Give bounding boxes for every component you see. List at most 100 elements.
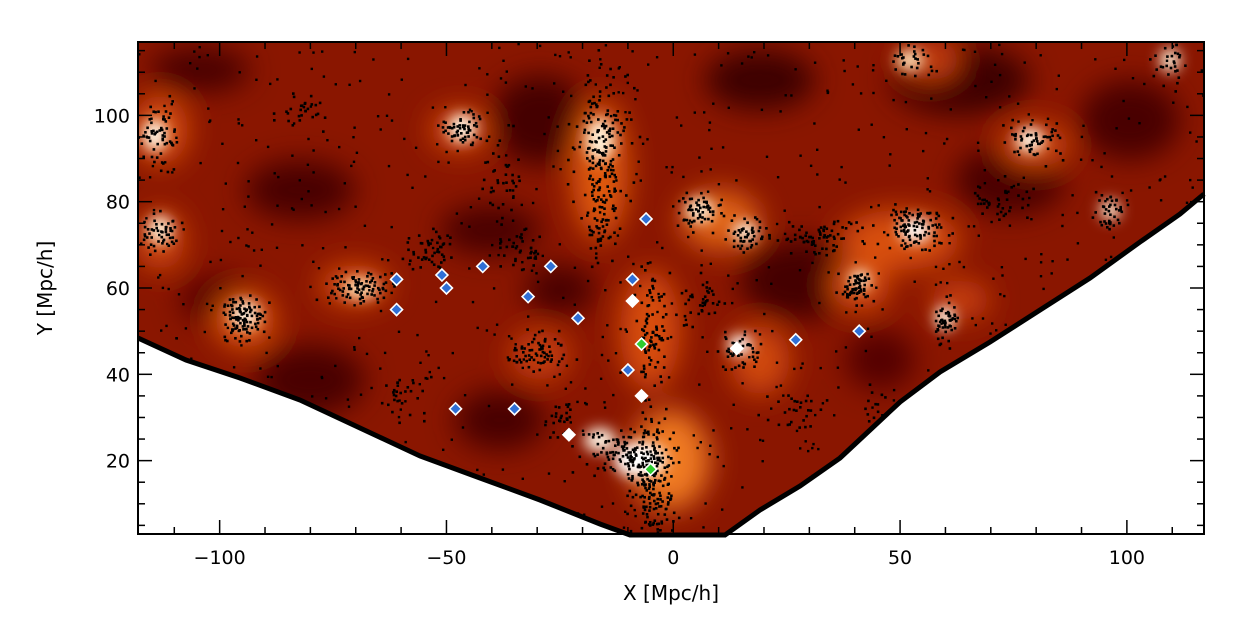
galaxy-point — [1163, 414, 1166, 417]
galaxy-point — [248, 339, 251, 342]
galaxy-point — [934, 319, 938, 323]
galaxy-point — [651, 330, 655, 334]
galaxy-point — [801, 236, 804, 240]
galaxy-point — [554, 405, 558, 409]
galaxy-point — [612, 209, 616, 213]
galaxy-point — [629, 454, 632, 457]
galaxy-point — [1125, 199, 1129, 202]
galaxy-point — [581, 429, 585, 432]
galaxy-point — [221, 142, 224, 145]
galaxy-point — [158, 129, 162, 132]
galaxy-point — [882, 136, 886, 139]
galaxy-point — [299, 104, 303, 108]
galaxy-point — [742, 362, 746, 366]
galaxy-point — [586, 74, 590, 77]
galaxy-point — [155, 226, 158, 230]
galaxy-point — [688, 219, 692, 222]
galaxy-point — [323, 116, 327, 119]
galaxy-point — [496, 181, 500, 185]
galaxy-point — [724, 336, 727, 339]
galaxy-point — [633, 457, 636, 460]
galaxy-point — [291, 411, 294, 415]
galaxy-point — [149, 243, 153, 246]
galaxy-point — [407, 237, 411, 240]
galaxy-point — [157, 240, 160, 243]
galaxy-point — [659, 479, 662, 483]
galaxy-point — [940, 398, 943, 401]
galaxy-point — [897, 235, 900, 238]
y-tick-label: 60 — [106, 278, 130, 300]
galaxy-point — [720, 198, 723, 202]
galaxy-point — [1101, 515, 1104, 519]
galaxy-point — [333, 283, 336, 286]
galaxy-point — [967, 225, 970, 228]
galaxy-point — [642, 457, 645, 461]
galaxy-point — [782, 394, 785, 397]
galaxy-point — [880, 393, 884, 397]
galaxy-point — [1114, 67, 1117, 70]
galaxy-point — [895, 447, 898, 451]
galaxy-point — [356, 480, 359, 484]
galaxy-point — [424, 175, 427, 178]
galaxy-point — [378, 288, 381, 292]
galaxy-point — [648, 485, 651, 489]
galaxy-point — [787, 502, 791, 505]
galaxy-point — [970, 380, 973, 383]
galaxy-point — [187, 390, 191, 393]
galaxy-point — [687, 222, 691, 225]
galaxy-point — [798, 426, 801, 429]
galaxy-point — [583, 513, 586, 516]
galaxy-point — [520, 233, 523, 236]
galaxy-point — [150, 117, 153, 120]
galaxy-point — [817, 484, 820, 487]
galaxy-point — [372, 58, 375, 61]
galaxy-point — [643, 473, 647, 476]
galaxy-point — [1061, 213, 1064, 217]
galaxy-point — [657, 522, 660, 526]
galaxy-point — [931, 422, 934, 425]
galaxy-point — [571, 146, 575, 149]
galaxy-point — [685, 191, 689, 195]
galaxy-point — [652, 455, 656, 458]
galaxy-point — [614, 242, 617, 246]
galaxy-point — [391, 480, 394, 483]
galaxy-point — [652, 507, 656, 511]
galaxy-point — [300, 197, 303, 201]
galaxy-point — [1104, 208, 1108, 211]
galaxy-point — [362, 288, 365, 291]
galaxy-point — [441, 126, 445, 129]
galaxy-point — [846, 285, 849, 288]
galaxy-point — [565, 364, 569, 367]
galaxy-point — [741, 344, 745, 348]
galaxy-point — [498, 46, 501, 50]
galaxy-point — [829, 234, 832, 237]
galaxy-point — [1151, 451, 1154, 454]
galaxy-point — [417, 256, 420, 259]
galaxy-point — [789, 240, 793, 243]
galaxy-point — [1012, 184, 1016, 188]
galaxy-point — [241, 325, 245, 328]
galaxy-point — [646, 138, 649, 141]
galaxy-point — [645, 331, 649, 335]
galaxy-point — [1011, 133, 1014, 136]
galaxy-point — [359, 393, 363, 396]
galaxy-point — [750, 228, 754, 232]
galaxy-point — [965, 380, 969, 384]
galaxy-point — [591, 157, 595, 160]
galaxy-point — [1008, 224, 1012, 227]
galaxy-point — [1171, 442, 1174, 445]
galaxy-point — [387, 164, 391, 168]
galaxy-point — [193, 392, 196, 395]
galaxy-point — [567, 122, 571, 126]
galaxy-point — [239, 317, 242, 320]
galaxy-point — [645, 505, 648, 509]
galaxy-point — [152, 208, 156, 212]
galaxy-point — [604, 440, 608, 443]
galaxy-point — [705, 201, 708, 204]
galaxy-point — [272, 424, 275, 428]
galaxy-point — [783, 232, 787, 236]
galaxy-point — [854, 281, 858, 285]
galaxy-point — [573, 266, 577, 269]
galaxy-point — [630, 458, 634, 462]
galaxy-point — [585, 121, 589, 124]
